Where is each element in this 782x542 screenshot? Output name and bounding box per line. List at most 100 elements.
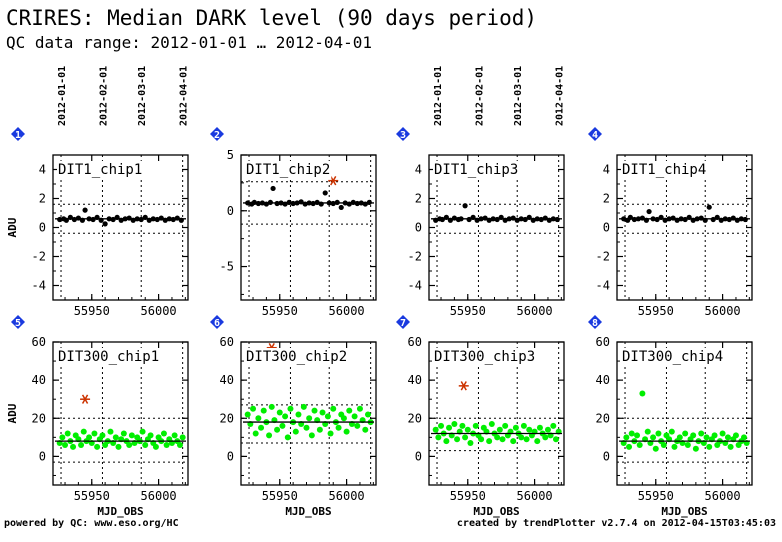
panel-label: DIT1_chip4 [622, 162, 706, 178]
data-point [438, 422, 445, 429]
panel-number: 3 [400, 130, 406, 141]
y-tick-label: 0 [415, 221, 422, 235]
data-point [351, 413, 358, 420]
panel-label: DIT1_chip3 [434, 162, 518, 178]
panel-label-background [57, 348, 161, 366]
data-point [270, 185, 276, 192]
data-point [303, 424, 310, 431]
y-axis-label: ADU [6, 217, 19, 237]
x-tick-label: 55950 [450, 489, 486, 503]
x-tick-label: 55950 [262, 304, 298, 318]
data-point [671, 443, 678, 450]
data-point [512, 424, 519, 431]
data-point [536, 424, 543, 431]
y-tick-label: 0 [227, 449, 234, 463]
data-point [327, 430, 334, 437]
data-point [454, 436, 461, 443]
data-point [494, 434, 501, 441]
x-tick-label: 56000 [517, 304, 553, 318]
panel-label-background [245, 348, 349, 366]
data-point [626, 443, 633, 450]
y-tick-label: 40 [408, 373, 422, 387]
data-point [486, 438, 493, 445]
y-tick-label: 20 [32, 411, 46, 425]
y-tick-label: 0 [603, 221, 610, 235]
panel-number: 7 [400, 318, 406, 329]
data-point [550, 422, 557, 429]
data-point [724, 434, 731, 441]
data-point [295, 411, 302, 418]
x-tick-label: 55950 [74, 489, 110, 503]
data-point [451, 420, 458, 427]
data-point [362, 426, 369, 433]
data-point [120, 430, 127, 437]
panel-label-background [245, 161, 332, 179]
data-point [70, 443, 77, 450]
data-point [464, 426, 471, 433]
data-point [523, 436, 530, 443]
data-point [542, 434, 549, 441]
data-point [324, 413, 331, 420]
data-point [322, 190, 328, 196]
data-point [644, 428, 651, 435]
y-tick-label: 40 [32, 373, 46, 387]
y-tick-label: 40 [220, 373, 234, 387]
y-tick-label: 20 [408, 411, 422, 425]
data-point [152, 443, 159, 450]
date-tick-label: 2012-01-01 [57, 66, 68, 126]
data-point [142, 441, 149, 448]
plot-frame [240, 341, 377, 486]
panel-label-background [57, 161, 144, 179]
data-point [102, 221, 108, 227]
data-point [682, 430, 689, 437]
y-tick-label: 60 [32, 335, 46, 349]
x-axis-label: MJD_OBS [285, 505, 331, 518]
data-point [676, 434, 683, 441]
y-tick-label: 0 [227, 204, 234, 218]
footer-credit: powered by QC: www.eso.org/HC [4, 518, 179, 529]
panel-label-background [433, 161, 520, 179]
data-point [655, 430, 662, 437]
data-point [496, 426, 503, 433]
data-point [318, 201, 324, 207]
data-point [147, 432, 154, 439]
chart-panel-7: 7 0 20 40 60 55950 56000 DIT300_chip3 MJD_OBS [396, 315, 565, 518]
data-point [86, 434, 93, 441]
x-axis-label: MJD_OBS [661, 505, 707, 518]
y-tick-label: 4 [603, 163, 610, 177]
data-point [340, 415, 347, 422]
data-point [338, 204, 344, 211]
data-point [346, 407, 353, 414]
data-point [260, 407, 267, 414]
data-point [711, 432, 718, 439]
data-point [62, 441, 69, 448]
y-tick-label: 60 [596, 335, 610, 349]
data-point [250, 405, 257, 412]
date-tick-label: 2012-02-01 [98, 66, 109, 126]
plot-frame [428, 341, 565, 486]
data-point [646, 208, 652, 215]
plot-frame [240, 154, 377, 301]
data-point [282, 413, 289, 420]
date-tick-label: 2012-04-01 [555, 66, 566, 126]
data-point [740, 434, 747, 441]
panel-number-badge [396, 315, 410, 329]
panel-number-badge [210, 127, 224, 141]
x-tick-label: 55950 [638, 304, 674, 318]
data-point [279, 422, 286, 429]
y-tick-label: 5 [227, 148, 234, 162]
data-point [727, 443, 734, 450]
plot-frame [616, 341, 753, 486]
data-point [176, 441, 183, 448]
y-tick-label: 20 [220, 411, 234, 425]
data-point [276, 409, 283, 416]
y-tick-label: 0 [39, 221, 46, 235]
y-tick-label: -4 [408, 279, 422, 293]
y-tick-label: -2 [32, 250, 46, 264]
panel-number-badge [11, 127, 25, 141]
panel-label-background [433, 348, 537, 366]
y-tick-label: 60 [408, 335, 422, 349]
data-point [684, 441, 691, 448]
